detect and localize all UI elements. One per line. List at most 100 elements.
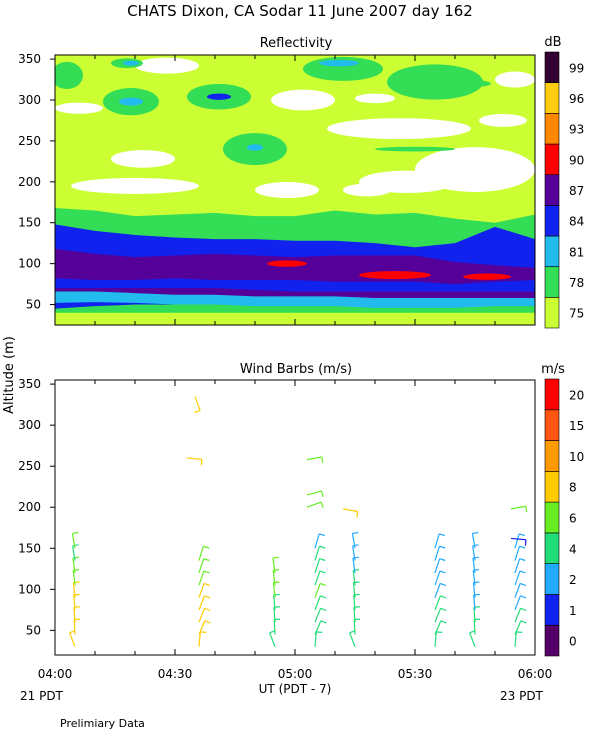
- wind-barb: [314, 570, 326, 586]
- colorbar-swatch: [544, 297, 560, 329]
- wind-barb: [198, 631, 207, 647]
- colorbar-swatch: [544, 594, 560, 626]
- colorbar-swatch: [544, 378, 560, 411]
- reflectivity-cell-78: [55, 63, 79, 80]
- wind-barb: [198, 595, 211, 611]
- colorbar-label: 4: [569, 542, 577, 556]
- wind-barb: [514, 558, 526, 574]
- wind-barb: [514, 595, 527, 611]
- wind-barb: [72, 544, 79, 561]
- wind-barb: [514, 631, 523, 647]
- colorbar-label: 0: [569, 635, 577, 649]
- windbarbs-colorbar: 0 1 2 4 6 8 10 15 20: [544, 378, 584, 657]
- wind-barb: [510, 537, 527, 546]
- reflectivity-ytick-label: 150: [18, 216, 41, 230]
- wind-barb: [514, 582, 526, 598]
- reflectivity-panel-title: Reflectivity: [260, 36, 333, 51]
- reflectivity-band-84: [55, 278, 535, 292]
- reflectivity-ytick-label: 100: [18, 257, 41, 271]
- colorbar-swatch: [544, 113, 560, 145]
- colorbar-label: 15: [569, 419, 584, 433]
- wind-barb: [514, 533, 526, 549]
- wind-barb: [351, 531, 359, 549]
- colorbar-label: 6: [569, 512, 577, 526]
- x-tick-label: 04:30: [158, 667, 193, 681]
- reflectivity-nodata: [271, 89, 335, 111]
- reflectivity-cell-90: [359, 271, 431, 280]
- y-axis-label: Altitude (m): [2, 336, 17, 414]
- reflectivity-ytick-label: 200: [18, 175, 41, 189]
- reflectivity-patch-78: [387, 64, 483, 100]
- reflectivity-nodata: [255, 182, 319, 198]
- colorbar-label: 10: [569, 450, 584, 464]
- reflectivity-nodata: [495, 71, 535, 88]
- colorbar-label: 78: [569, 276, 584, 290]
- wind-barb: [306, 501, 324, 508]
- reflectivity-nodata: [355, 93, 395, 104]
- wind-barb: [198, 558, 210, 574]
- wind-barb: [306, 490, 324, 497]
- reflectivity-nodata: [327, 118, 471, 140]
- reflectivity-panel: 50 100 150 200 250 300 350: [18, 52, 536, 326]
- x-axis-label: UT (PDT - 7): [259, 682, 332, 696]
- reflectivity-band-81: [55, 291, 535, 308]
- windbarbs-ytick-label: 300: [18, 418, 41, 432]
- windbarbs-panel-title: Wind Barbs (m/s): [240, 362, 352, 377]
- reflectivity-ytick-label: 250: [18, 134, 41, 148]
- colorbar-swatch: [544, 235, 560, 267]
- colorbar-label: 81: [569, 245, 584, 259]
- wind-barb: [434, 558, 446, 574]
- colorbar-label: 90: [569, 153, 584, 167]
- reflectivity-ytick-label: 350: [18, 52, 41, 66]
- wind-barb: [514, 545, 526, 561]
- wind-barb: [472, 556, 479, 573]
- colorbar-swatch: [544, 440, 560, 472]
- wind-barb: [186, 457, 203, 466]
- wind-barb: [471, 531, 479, 549]
- reflectivity-cell-90: [267, 260, 307, 267]
- reflectivity-patch-78: [375, 146, 455, 152]
- wind-barb: [198, 620, 211, 635]
- wind-barb: [198, 607, 211, 623]
- wind-barb: [314, 533, 326, 549]
- reflectivity-cell-90: [463, 273, 511, 280]
- reflectivity-nodata: [71, 177, 199, 194]
- wind-barb: [198, 545, 210, 561]
- colorbar-swatch: [544, 266, 560, 298]
- wind-barb: [510, 505, 528, 513]
- reflectivity-nodata: [135, 57, 199, 74]
- wind-barb: [434, 533, 446, 549]
- windbarbs-colorbar-unit: m/s: [541, 362, 565, 377]
- wind-barb: [272, 556, 279, 573]
- wind-barb: [352, 544, 359, 561]
- wind-barb: [514, 570, 526, 586]
- windbarbs-ytick-label: 350: [18, 377, 41, 391]
- windbarbs-panel: 50 100 150 200 250 300 350 04:00 04:30 05:00 05:30…: [18, 377, 552, 681]
- wind-barb: [314, 620, 327, 635]
- x-tick-label: 04:00: [38, 667, 73, 681]
- wind-barb: [314, 595, 327, 611]
- colorbar-label: 87: [569, 184, 584, 198]
- colorbar-swatch: [544, 471, 560, 503]
- reflectivity-cell-81: [119, 97, 143, 106]
- wind-barb: [198, 570, 210, 586]
- colorbar-label: 75: [569, 307, 584, 321]
- windbarbs-frame: [54, 379, 536, 656]
- reflectivity-colorbar-unit: dB: [544, 35, 561, 50]
- wind-barb: [434, 595, 447, 611]
- colorbar-label: 1: [569, 604, 577, 618]
- colorbar-swatch: [544, 624, 560, 657]
- preliminary-note: Prelimiary Data: [60, 717, 145, 730]
- colorbar-swatch: [544, 501, 560, 534]
- wind-barb: [72, 556, 79, 573]
- colorbar-swatch: [544, 563, 560, 595]
- colorbar-swatch: [544, 51, 560, 83]
- windbarbs-ytick-label: 100: [18, 582, 41, 596]
- colorbar-swatch: [544, 174, 560, 206]
- windbarbs-ytick-label: 250: [18, 459, 41, 473]
- reflectivity-cell-81: [247, 144, 263, 151]
- colorbar-label: 99: [569, 61, 584, 75]
- colorbar-label: 2: [569, 573, 577, 587]
- wind-barb: [314, 558, 326, 574]
- wind-barb: [434, 545, 446, 561]
